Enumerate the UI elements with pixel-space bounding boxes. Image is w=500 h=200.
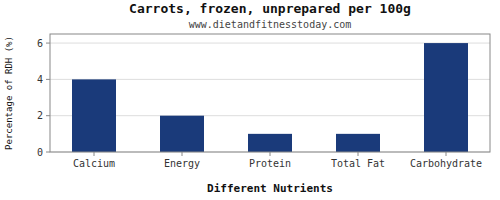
x-tick-label: Energy bbox=[164, 158, 200, 169]
bar bbox=[72, 79, 116, 152]
y-tick bbox=[46, 79, 50, 80]
x-tick-label: Protein bbox=[249, 158, 291, 169]
x-tick-label: Calcium bbox=[73, 158, 115, 169]
bar bbox=[248, 134, 292, 152]
x-tick-label: Carbohydrate bbox=[410, 158, 482, 169]
subtitle: www.dietandfitnesstoday.com bbox=[189, 19, 352, 30]
bar bbox=[424, 43, 468, 152]
x-tick bbox=[358, 152, 359, 156]
y-tick bbox=[46, 115, 50, 116]
x-tick bbox=[446, 152, 447, 156]
y-tick-label: 0 bbox=[37, 147, 43, 158]
chart: 0 2 4 6 Calcium Energy Protein Total Fat Carbohy… bbox=[0, 0, 500, 200]
y-tick bbox=[46, 43, 50, 44]
y-tick-label: 6 bbox=[37, 38, 43, 49]
bars bbox=[72, 43, 468, 152]
y-tick-label: 4 bbox=[37, 74, 43, 85]
chart-container: 0 2 4 6 Calcium Energy Protein Total Fat Carbohy… bbox=[0, 0, 500, 200]
bar bbox=[160, 116, 204, 152]
plot-frame bbox=[50, 34, 490, 152]
y-tick-label: 2 bbox=[37, 110, 43, 121]
title: Carrots, frozen, unprepared per 100g bbox=[129, 1, 411, 16]
x-tick bbox=[270, 152, 271, 156]
x-tick bbox=[182, 152, 183, 156]
x-tick-label: Total Fat bbox=[331, 158, 385, 169]
x-tick bbox=[94, 152, 95, 156]
y-axis-label: Percentage of RDH (%) bbox=[4, 36, 14, 150]
y-tick bbox=[46, 152, 50, 153]
x-axis-label: Different Nutrients bbox=[207, 182, 333, 195]
bar bbox=[336, 134, 380, 152]
